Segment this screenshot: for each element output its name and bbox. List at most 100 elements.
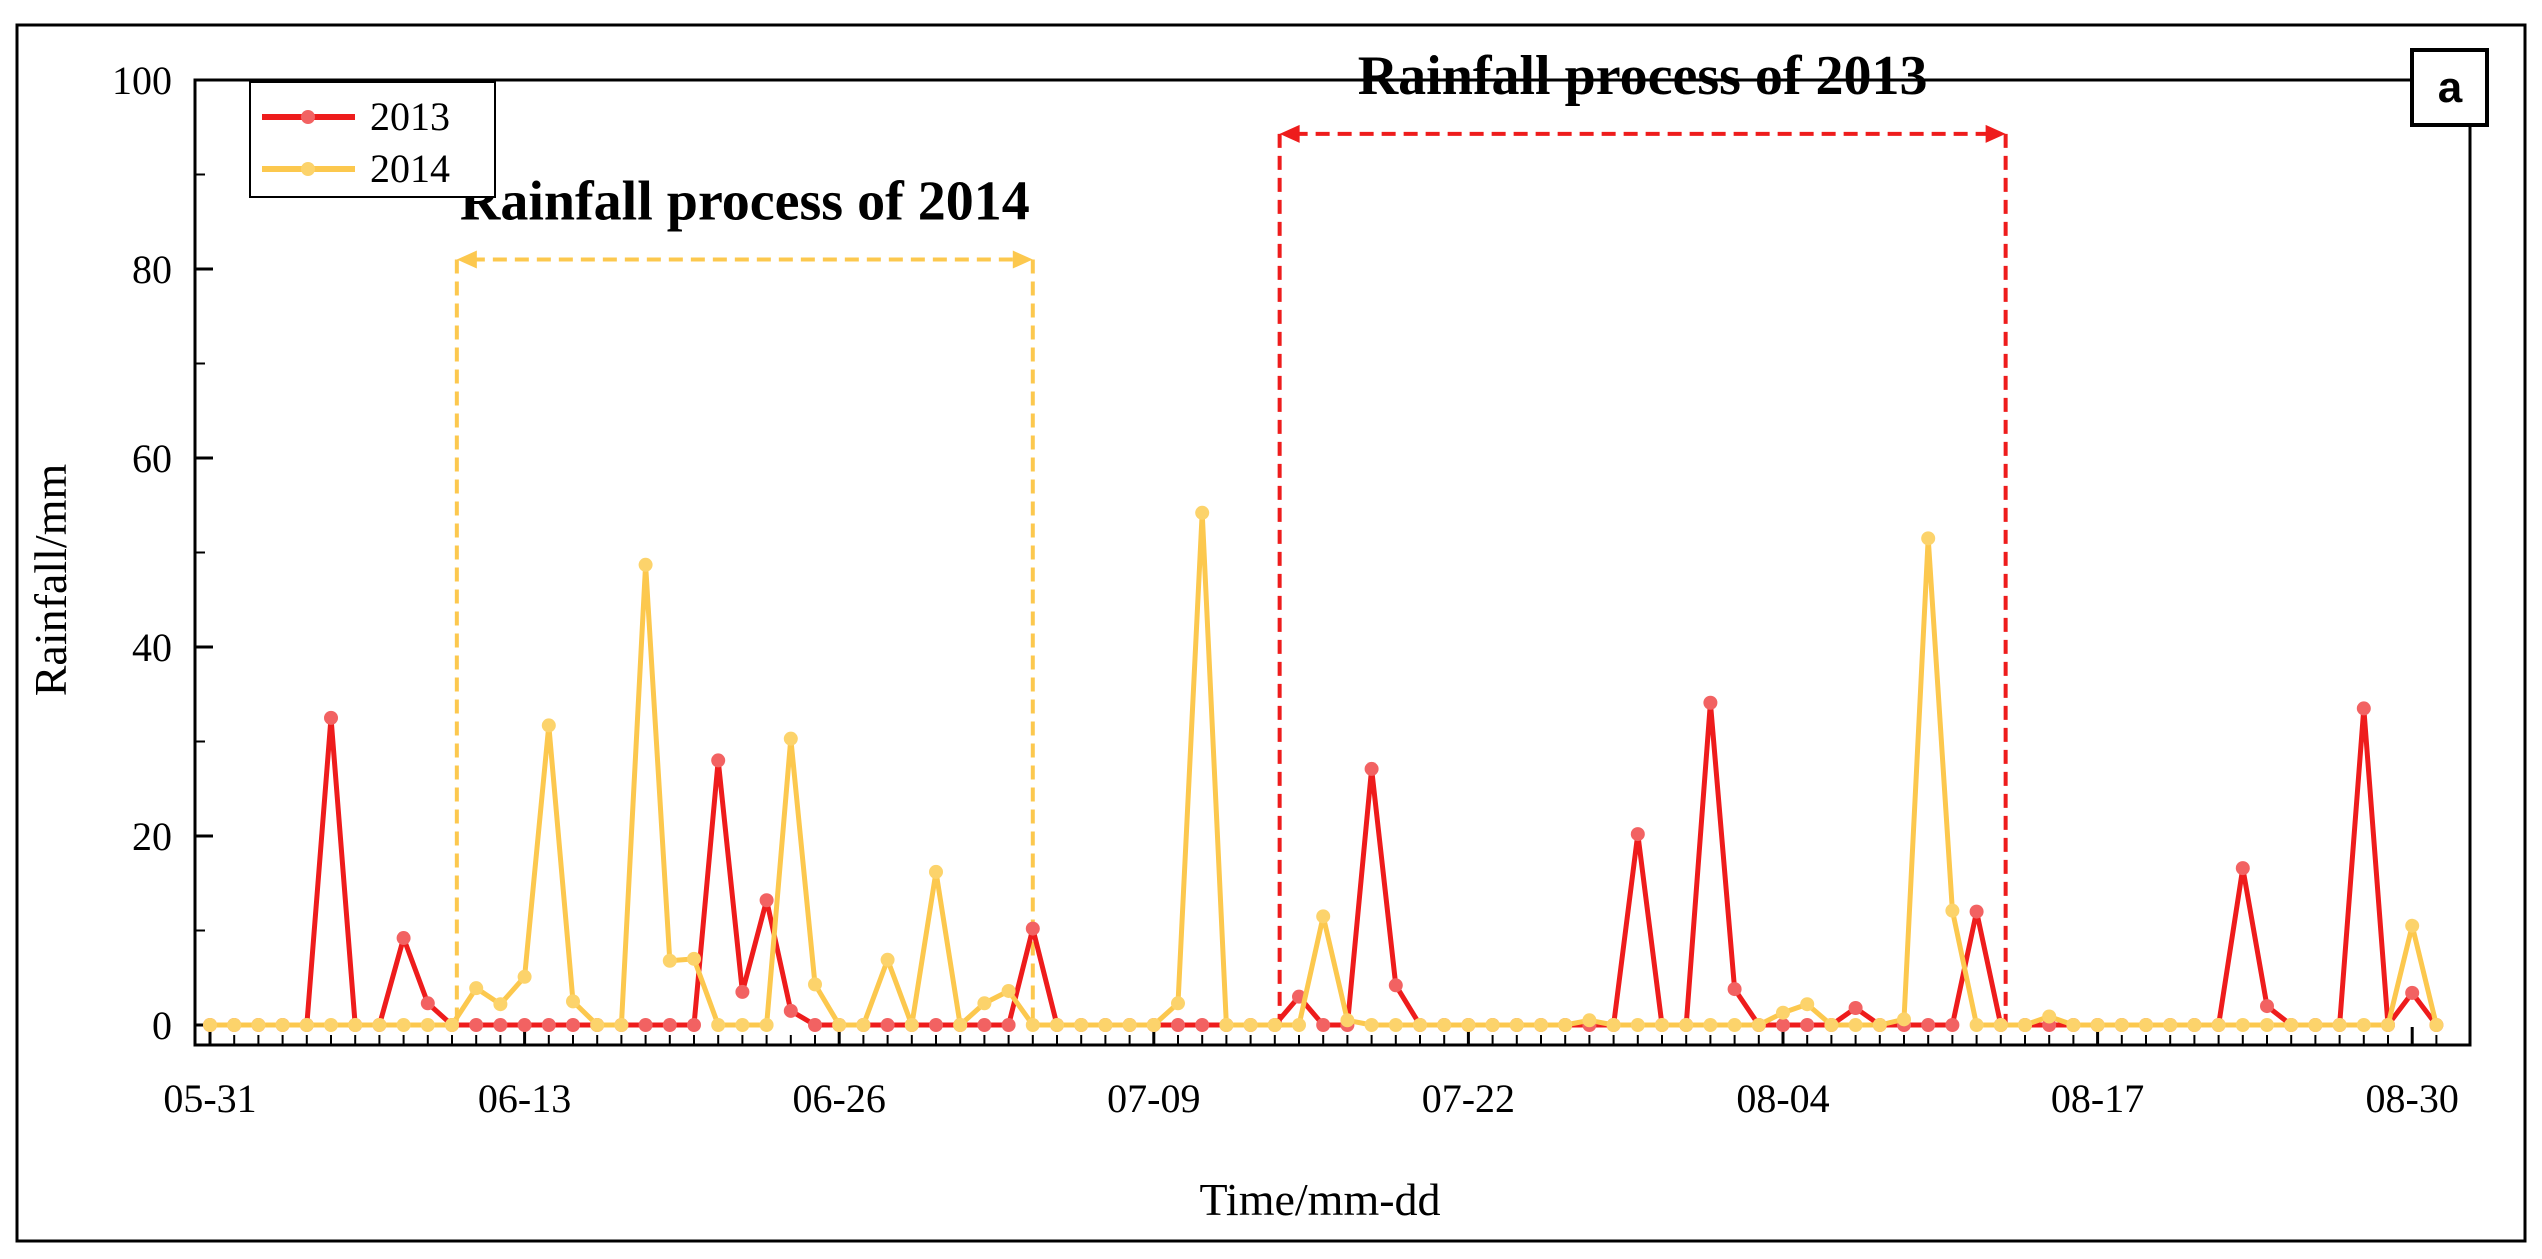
data-point-2014 xyxy=(1195,505,1210,520)
data-point-2013 xyxy=(396,931,411,946)
data-point-2014 xyxy=(1655,1018,1669,1032)
x-tick-label: 08-17 xyxy=(2051,1076,2144,1121)
data-point-2014 xyxy=(1921,531,1936,546)
legend-marker-2013 xyxy=(301,110,315,124)
y-axis-ticks: 0 20 40 60 80 100 xyxy=(112,58,213,1048)
data-point-2014 xyxy=(1219,1018,1234,1032)
bracket-arrow-right xyxy=(1012,250,1033,269)
data-point-2013 xyxy=(1727,982,1742,997)
data-point-2014 xyxy=(1340,1013,1355,1028)
data-point-2014 xyxy=(2139,1018,2153,1032)
data-point-2014 xyxy=(2187,1018,2202,1032)
x-tick-label: 07-22 xyxy=(1422,1076,1515,1121)
annotation-bracket: Rainfall process of 2013 xyxy=(1277,45,2008,1025)
axes: 0 20 40 60 80 100 05-31 06-13 06-26 07-09 07-22 08… xyxy=(112,58,2459,1121)
x-tick-label: 05-31 xyxy=(163,1076,256,1121)
x-tick-label: 08-30 xyxy=(2366,1076,2459,1121)
y-tick-label: 80 xyxy=(132,247,172,292)
data-point-2014 xyxy=(1872,1018,1887,1032)
data-point-2014 xyxy=(1800,997,1815,1012)
data-point-2014 xyxy=(324,1018,338,1032)
data-point-2014 xyxy=(469,981,484,996)
data-point-2014 xyxy=(759,1018,774,1032)
y-tick-label: 100 xyxy=(112,58,172,103)
data-point-2013 xyxy=(493,1018,508,1032)
y-tick-label: 0 xyxy=(152,1003,172,1048)
data-point-2013 xyxy=(2356,701,2371,716)
data-point-2013 xyxy=(783,1003,798,1018)
data-point-2014 xyxy=(493,997,508,1012)
data-point-2014 xyxy=(227,1018,242,1032)
data-point-2014 xyxy=(1316,909,1331,924)
x-tick-label: 07-09 xyxy=(1107,1076,1200,1121)
data-point-2013 xyxy=(2260,999,2274,1014)
data-point-2014 xyxy=(1461,1018,1476,1032)
data-point-2014 xyxy=(832,1018,847,1032)
data-point-2014 xyxy=(396,1018,411,1032)
data-point-2014 xyxy=(1606,1018,1621,1032)
data-point-2014 xyxy=(2284,1018,2299,1032)
data-point-2014 xyxy=(2235,1018,2250,1032)
data-point-2013 xyxy=(1025,921,1040,936)
data-point-2013 xyxy=(759,893,774,908)
x-tick-label: 06-26 xyxy=(793,1076,886,1121)
data-point-2013 xyxy=(735,984,750,999)
data-point-2013 xyxy=(1195,1018,1210,1032)
data-point-2014 xyxy=(2308,1018,2323,1032)
data-point-2014 xyxy=(1848,1018,1863,1032)
series-2014 xyxy=(203,505,2444,1032)
data-point-2013 xyxy=(1001,1018,1016,1032)
data-point-2014 xyxy=(662,953,677,968)
data-point-2013 xyxy=(2235,861,2250,876)
data-point-2013 xyxy=(1630,827,1645,842)
x-tick-label: 06-13 xyxy=(478,1076,571,1121)
data-point-2014 xyxy=(1969,1018,1984,1032)
data-point-2014 xyxy=(1437,1018,1452,1032)
data-point-2014 xyxy=(203,1018,217,1032)
data-point-2014 xyxy=(929,864,943,879)
legend-label-2014: 2014 xyxy=(370,146,450,191)
data-point-2013 xyxy=(711,753,726,768)
data-point-2014 xyxy=(2405,918,2420,933)
data-point-2014 xyxy=(2381,1018,2395,1032)
data-point-2014 xyxy=(1897,1012,1911,1027)
data-point-2014 xyxy=(904,1018,919,1032)
data-point-2014 xyxy=(880,952,895,967)
data-point-2014 xyxy=(2163,1018,2178,1032)
data-point-2014 xyxy=(590,1018,605,1032)
data-point-2013 xyxy=(977,1018,992,1032)
data-point-2014 xyxy=(1630,1018,1645,1032)
data-point-2014 xyxy=(638,557,653,572)
data-point-2014 xyxy=(808,977,822,992)
data-point-2014 xyxy=(372,1018,387,1032)
y-tick-label: 60 xyxy=(132,436,172,481)
data-point-2014 xyxy=(566,994,580,1009)
data-point-2014 xyxy=(1074,1018,1089,1032)
data-point-2014 xyxy=(1824,1018,1839,1032)
data-point-2013 xyxy=(662,1018,677,1032)
data-point-2014 xyxy=(1485,1018,1500,1032)
bracket-arrow-left xyxy=(1279,124,1300,143)
data-point-2014 xyxy=(251,1018,266,1032)
data-point-2014 xyxy=(1534,1018,1548,1032)
data-point-2013 xyxy=(1776,1018,1790,1032)
data-point-2013 xyxy=(1921,1018,1936,1032)
data-point-2014 xyxy=(1267,1018,1282,1032)
data-point-2014 xyxy=(1558,1018,1573,1032)
data-point-2014 xyxy=(299,1018,314,1032)
data-point-2014 xyxy=(1993,1018,2008,1032)
data-point-2014 xyxy=(445,1018,459,1032)
legend-marker-2014 xyxy=(301,162,315,176)
data-point-2013 xyxy=(1800,1018,1815,1032)
data-point-2013 xyxy=(1316,1018,1331,1032)
data-point-2014 xyxy=(1122,1018,1137,1032)
bracket-arrow-left xyxy=(456,250,477,269)
data-point-2014 xyxy=(1364,1018,1379,1032)
data-point-2014 xyxy=(1582,1013,1597,1028)
y-tick-label: 40 xyxy=(132,625,172,670)
data-point-2014 xyxy=(1388,1018,1403,1032)
data-point-2014 xyxy=(1509,1018,1524,1032)
data-point-2013 xyxy=(1848,1000,1863,1015)
data-point-2014 xyxy=(687,951,701,966)
data-point-2014 xyxy=(2114,1018,2129,1032)
